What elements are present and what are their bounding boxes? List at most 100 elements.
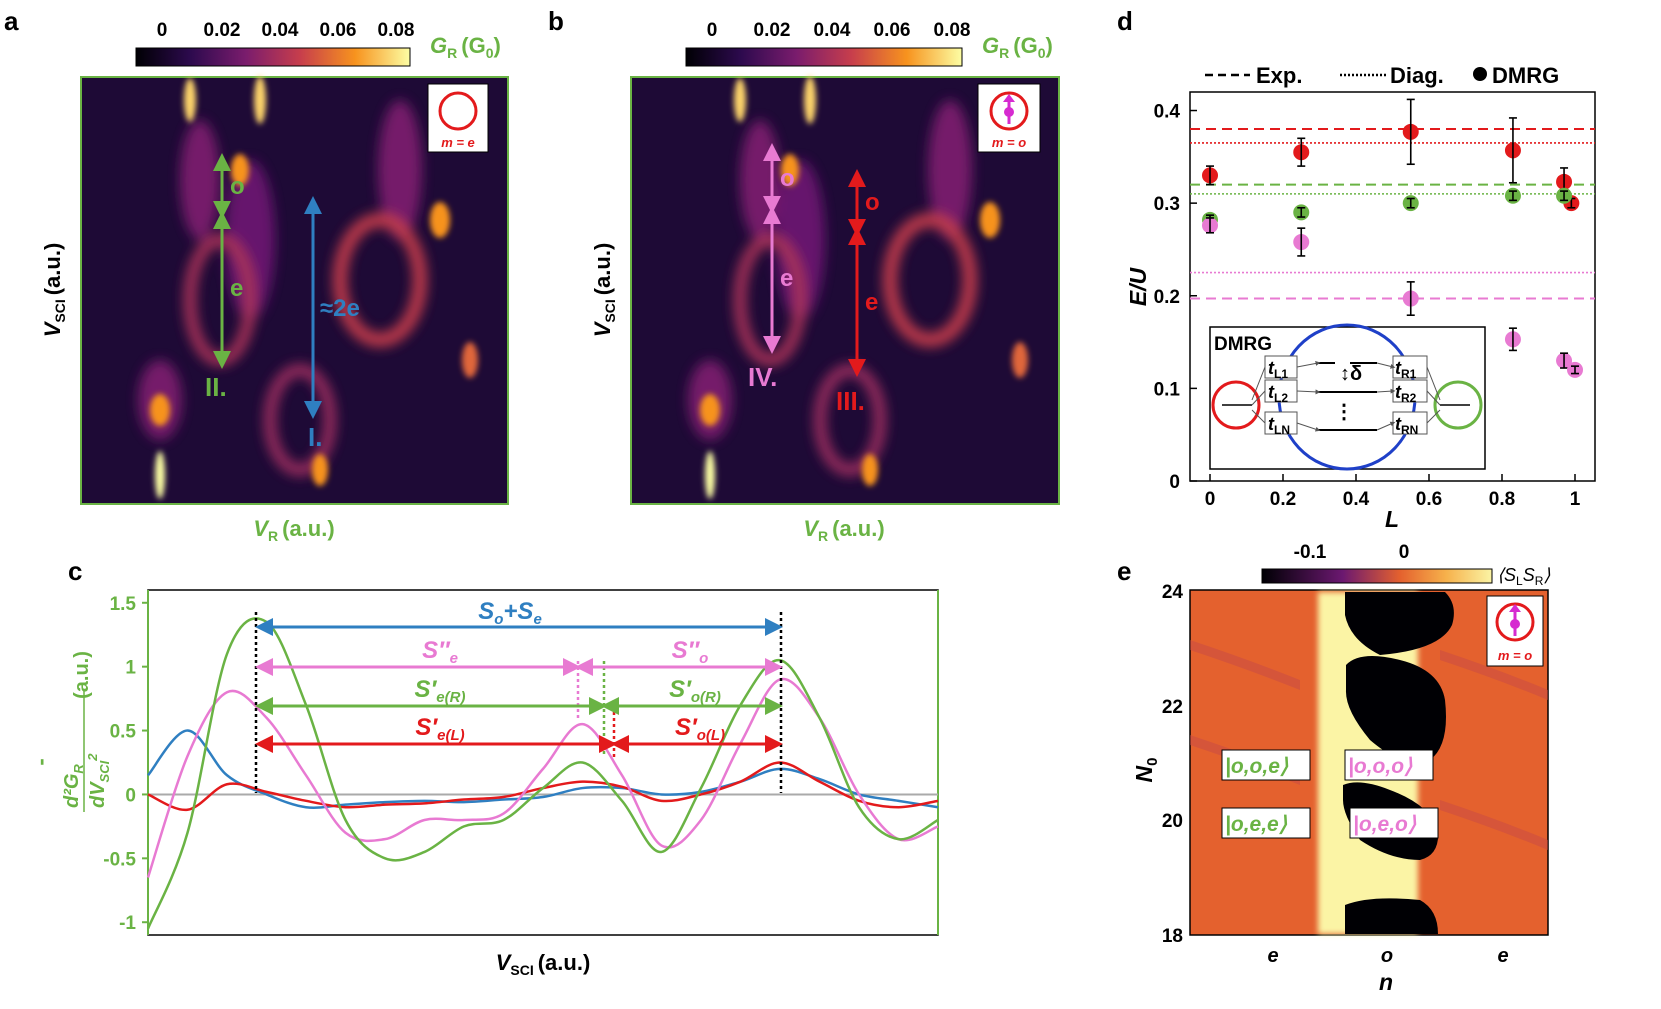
ann-b-e-pink: e	[780, 265, 793, 292]
svg-text:⋮: ⋮	[1334, 401, 1354, 423]
inset-a: m = e	[427, 83, 489, 153]
arrows-c: So+Se S″e S″o S′e(R) S′o(R) S′e(L) S′o(L…	[255, 598, 783, 753]
spin-circle-icon	[989, 91, 1029, 131]
inset-e: m = o	[1486, 595, 1544, 667]
series-line-green	[146, 617, 939, 930]
xlabel-e: n	[1379, 969, 1393, 995]
annotations-b: o e IV. o e III.	[748, 143, 880, 416]
ann-c-sp-oR: S′o(R)	[669, 676, 721, 706]
colorbar-a-gradient	[135, 47, 411, 67]
ytick-e-22: 22	[1162, 697, 1183, 718]
xtick-d-label: 0.4	[1343, 489, 1370, 510]
heatmap-b	[630, 76, 1060, 505]
lines-c	[146, 617, 939, 930]
inset-e-label: m = o	[1498, 648, 1532, 663]
yticks-e: 24 22 20 18	[1162, 582, 1184, 947]
ann-a-2e: ≈2e	[320, 295, 360, 322]
colorbar-b-tick-2: 0.04	[814, 20, 851, 41]
inset-b: m = o	[977, 83, 1041, 153]
ann-b-o-red: o	[865, 189, 880, 216]
state-ooo: |o,o,o⟩	[1348, 755, 1413, 778]
colorbar-b-tick-4: 0.08	[934, 20, 971, 41]
ann-b-IV: IV.	[748, 362, 777, 392]
state-oeo: |o,e,o⟩	[1353, 813, 1417, 836]
ann-c-spp-e: S″e	[422, 637, 458, 667]
xlabel-b: VR (a.u.)	[803, 516, 884, 544]
ytick-c-label: 0	[125, 785, 136, 806]
panel-letter-b: b	[548, 6, 564, 36]
series-line-pink	[146, 677, 939, 878]
axes-d: 0 0.1 0.2 0.3 0.4 0 0.2 0.4 0.6 0.8 1	[1154, 102, 1581, 510]
ylabel-c: - d²GR dVSCI2 (a.u.)	[28, 651, 112, 812]
xtick-d-label: 0	[1205, 489, 1216, 510]
ann-c-sp-eL: S′e(L)	[415, 714, 464, 744]
colorbar-a-label: GR (G0)	[430, 33, 501, 61]
xtick-d-label: 0.6	[1416, 489, 1442, 510]
inset-b-label: m = o	[992, 135, 1026, 150]
ann-c-so-se: So+Se	[478, 598, 542, 628]
inset-a-label: m = e	[441, 135, 475, 150]
xlabel-d: L	[1385, 506, 1399, 532]
colorbar-a-tick-3: 0.06	[320, 20, 357, 41]
ann-a-e: e	[230, 275, 243, 302]
ylabel-a: VSCI(a.u.)	[40, 243, 68, 338]
ytick-c-label: 1.5	[110, 594, 137, 615]
ylabel-c-num: d²GR	[61, 764, 86, 808]
left-dot-icon	[1211, 380, 1261, 430]
colorbar-a: 0 0.02 0.04 0.06 0.08 GR (G0)	[135, 20, 501, 67]
ytick-c-label: -0.5	[103, 849, 136, 870]
colorbar-a-tick-1: 0.02	[204, 20, 241, 41]
ann-c-sp-eR: S′e(R)	[415, 676, 466, 706]
legend-dmrg: DMRG	[1492, 63, 1559, 88]
legend-exp: Exp.	[1256, 63, 1302, 88]
panel-letter-d: d	[1117, 6, 1133, 36]
dmrg-tLN: tLN	[1268, 414, 1290, 437]
hlines-d	[1190, 128, 1595, 300]
ytick-c-label: -1	[119, 913, 136, 934]
legend-d: Exp. Diag. DMRG	[1205, 63, 1559, 88]
colorbar-e-label: ⟨SLSR⟩	[1497, 565, 1550, 588]
panel-c: c 1.5 1 0.5 0 -0.5 -1 So+Se S″e S″o S′e(R) S′…	[28, 556, 939, 978]
dmrg-tL1: tL1	[1268, 358, 1288, 381]
ytick-d-label: 0.3	[1154, 194, 1180, 215]
annotations-a: o e II. ≈2e I.	[205, 153, 360, 452]
states-e: |o,o,e⟩ |o,e,e⟩ |o,o,o⟩ |o,e,o⟩	[1221, 749, 1439, 839]
ytick-c-label: 1	[125, 658, 136, 679]
ann-c-spp-o: S″o	[672, 637, 709, 667]
state-ooe: |o,o,e⟩	[1225, 755, 1289, 778]
dmrg-inset: DMRG ↕δ ⋮ tL1 tL2 tLN tR1 tR2 tRN	[1209, 323, 1486, 471]
dmrg-delta: ↕δ	[1340, 363, 1362, 385]
ann-a-o: o	[230, 173, 245, 200]
ann-b-III: III.	[836, 386, 865, 416]
colorbar-b-tick-0: 0	[707, 20, 718, 41]
colorbar-e-tick-1: 0	[1399, 542, 1410, 563]
ylabel-d: E/U	[1125, 266, 1151, 306]
right-dot-icon	[1433, 380, 1483, 430]
ylabel-e: N0	[1131, 758, 1161, 783]
ytick-e-20: 20	[1162, 811, 1183, 832]
xticks-e: e o e	[1267, 945, 1508, 967]
ytick-d-label: 0.2	[1154, 287, 1180, 308]
ylabel-c-unit: (a.u.)	[71, 651, 93, 699]
dmrg-inset-title: DMRG	[1214, 334, 1272, 355]
ann-c-sp-oL: S′o(L)	[675, 714, 725, 744]
plot-area-d	[1189, 91, 1596, 482]
dmrg-tR1: tR1	[1395, 358, 1417, 381]
ytick-e-24: 24	[1162, 582, 1184, 603]
panel-letter-c: c	[68, 556, 82, 586]
xtick-d-label: 0.8	[1489, 489, 1515, 510]
ylabel-c-den: dVSCI2	[85, 753, 112, 808]
xtick-e-0: e	[1267, 945, 1278, 967]
ylabel-b: VSCI(a.u.)	[590, 243, 618, 338]
colorbar-a-tick-2: 0.04	[262, 20, 299, 41]
ann-a-I: I.	[308, 422, 322, 452]
ytick-c-label: 0.5	[110, 722, 137, 743]
xlabel-a: VR (a.u.)	[253, 516, 334, 544]
panel-letter-e: e	[1117, 556, 1131, 586]
points-d	[1202, 98, 1583, 378]
colorbar-a-tick-0: 0	[157, 20, 168, 41]
ytick-d-label: 0.1	[1154, 379, 1181, 400]
dmrg-tL2: tL2	[1268, 382, 1288, 405]
ann-a-II: II.	[205, 372, 227, 402]
